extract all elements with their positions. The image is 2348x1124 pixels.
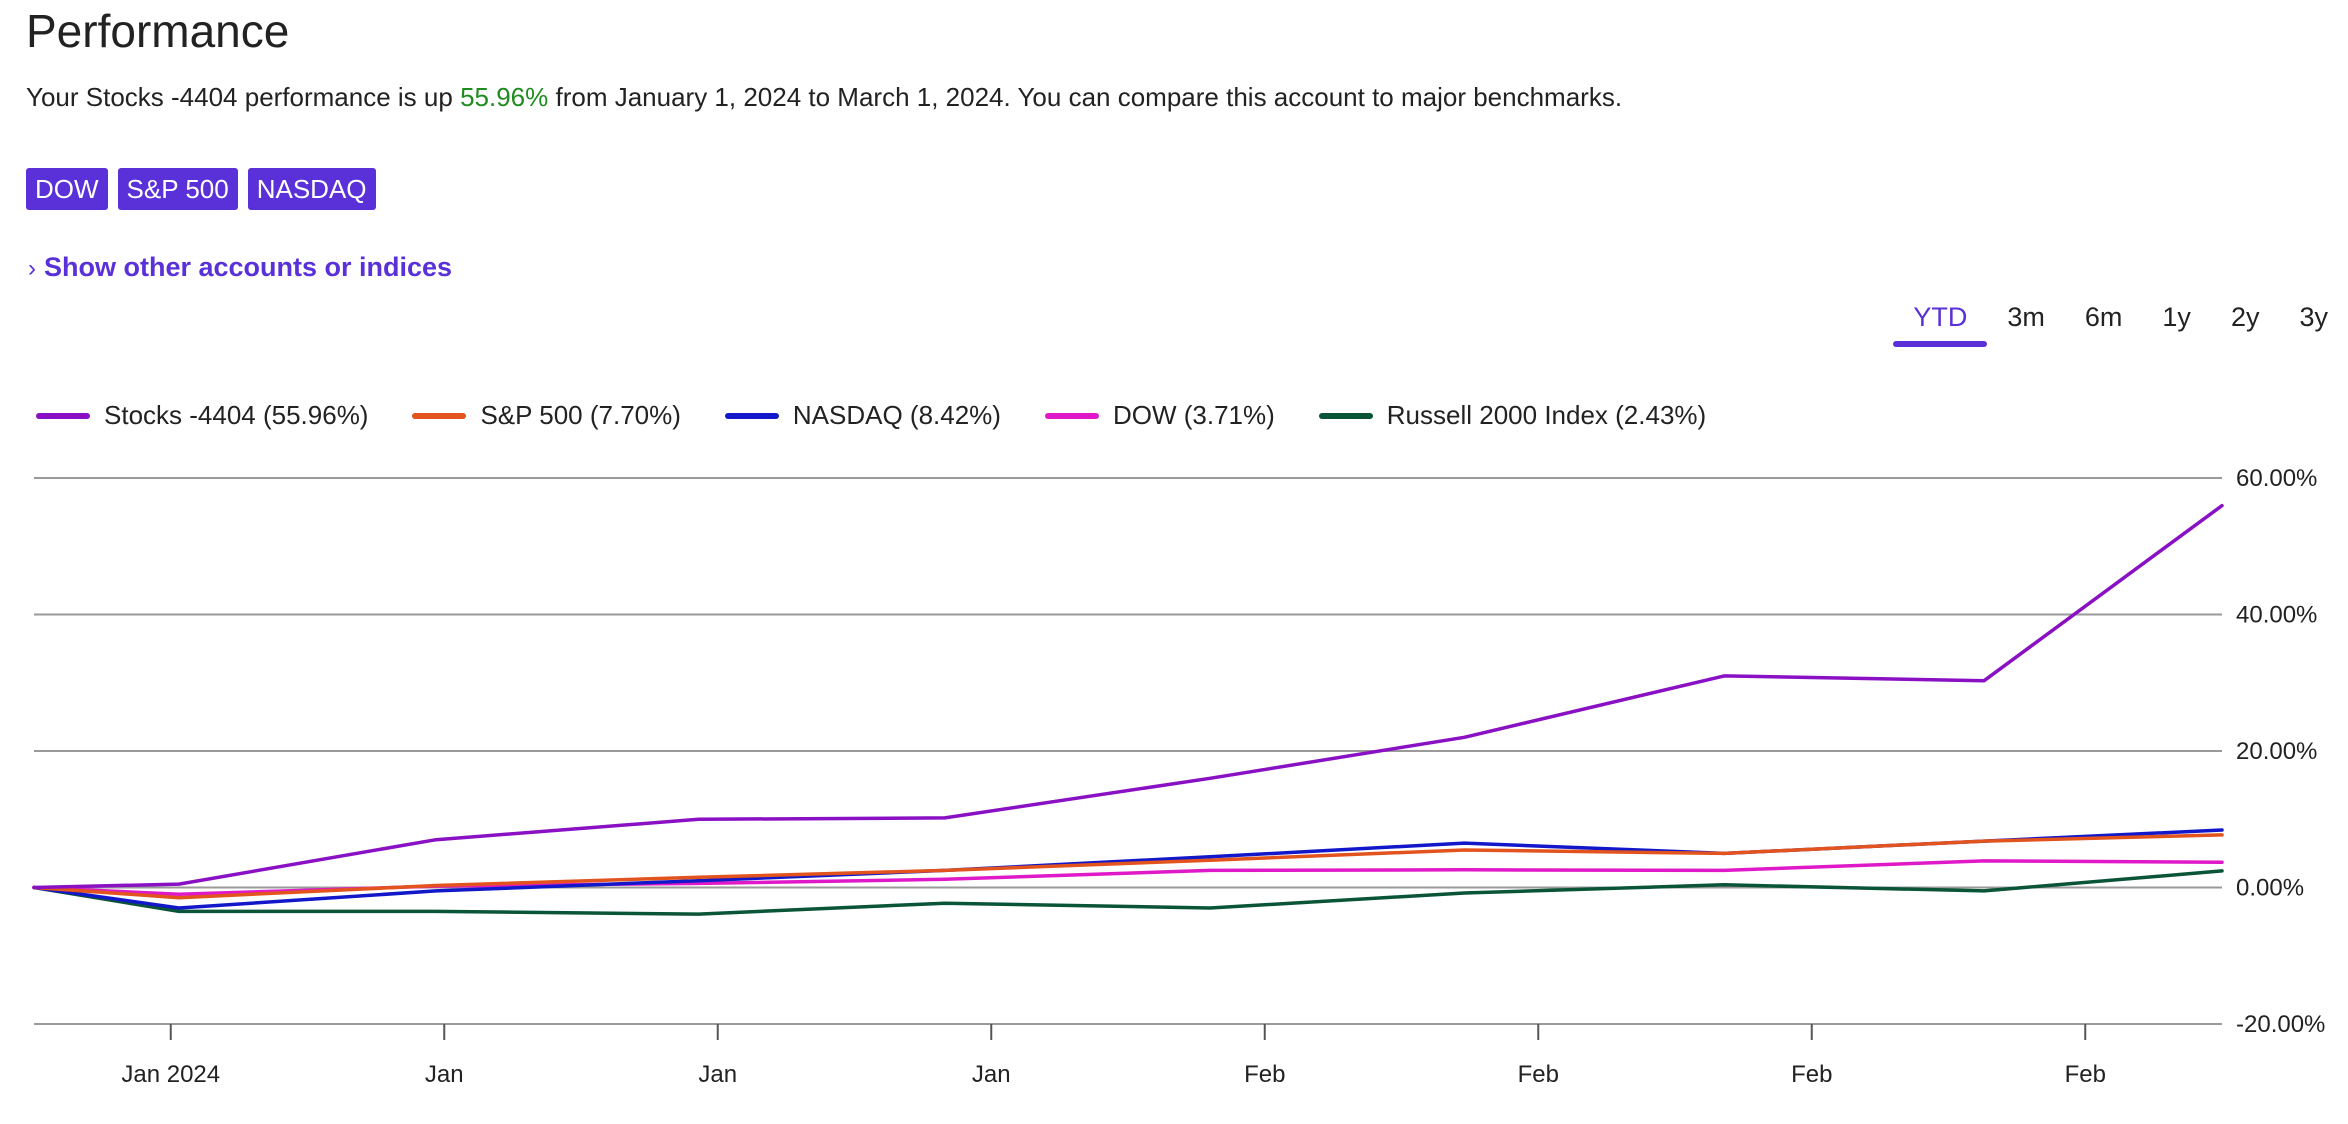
show-other-accounts-link[interactable]: › Show other accounts or indices: [28, 252, 452, 283]
tab-1y[interactable]: 1y: [2162, 302, 2191, 332]
tab-3y[interactable]: 3y: [2299, 302, 2328, 332]
legend-swatch-sp500: [412, 412, 467, 419]
grid-layer: [34, 477, 2222, 1025]
performance-summary: Your Stocks -4404 performance is up 55.9…: [26, 82, 1622, 113]
chart-legend: Stocks -4404 (55.96%) S&P 500 (7.70%) NA…: [36, 400, 1706, 431]
x-tick-label: Feb: [2065, 1061, 2106, 1088]
series-line-s-p-500: [32, 833, 2224, 900]
legend-label-nasdaq: NASDAQ (8.42%): [792, 400, 1001, 430]
chip-nasdaq[interactable]: NASDAQ: [247, 168, 376, 210]
x-tick-label: Jan: [425, 1061, 464, 1088]
legend-item-dow[interactable]: DOW (3.71%): [1044, 400, 1275, 431]
tab-3m[interactable]: 3m: [2007, 302, 2045, 332]
tab-ytd[interactable]: YTD: [1893, 296, 1988, 347]
summary-percent: 55.96%: [460, 82, 549, 112]
time-range-tabs: YTD 3m 6m 1y 2y 3y: [1893, 296, 2348, 347]
x-tick-label: Feb: [1518, 1061, 1559, 1088]
page-title: Performance: [26, 5, 290, 57]
chevron-right-icon: ›: [28, 255, 36, 282]
legend-swatch-russell: [1318, 412, 1373, 419]
show-other-label: Show other accounts or indices: [44, 252, 453, 282]
legend-item-sp500[interactable]: S&P 500 (7.70%): [412, 400, 681, 431]
legend-label-dow: DOW (3.71%): [1112, 400, 1275, 430]
y-tick-label: 40.00%: [2236, 602, 2317, 629]
legend-swatch-dow: [1044, 412, 1099, 419]
x-tick-label: Feb: [1244, 1061, 1285, 1088]
axis-layer: 60.00% 40.00% 20.00% 0.00% -20.00% Jan 2024 Ja…: [121, 465, 2325, 1088]
series-layer: [32, 503, 2224, 916]
chip-dow[interactable]: DOW: [26, 168, 108, 210]
legend-item-russell[interactable]: Russell 2000 Index (2.43%): [1318, 400, 1707, 431]
tab-2y[interactable]: 2y: [2230, 302, 2260, 332]
y-tick-label: 20.00%: [2236, 738, 2317, 765]
x-tick-label: Jan: [698, 1061, 737, 1088]
summary-text-start: Your Stocks -4404 performance is up: [26, 82, 461, 112]
legend-label-russell: Russell 2000 Index (2.43%): [1386, 400, 1707, 430]
legend-swatch-nasdaq: [724, 412, 779, 419]
x-tick-label: Jan: [972, 1061, 1011, 1088]
legend-swatch-stocks: [36, 412, 90, 419]
x-tick-label: Feb: [1791, 1061, 1832, 1088]
tab-6m[interactable]: 6m: [2084, 302, 2123, 332]
series-line-nasdaq: [32, 828, 2224, 910]
benchmark-chips: DOW S&P 500 NASDAQ: [26, 168, 376, 210]
chip-sp500[interactable]: S&P 500: [117, 168, 238, 210]
legend-label-stocks: Stocks -4404 (55.96%): [104, 400, 369, 430]
legend-item-nasdaq[interactable]: NASDAQ (8.42%): [724, 400, 1001, 431]
legend-item-stocks[interactable]: Stocks -4404 (55.96%): [36, 400, 368, 431]
y-tick-label: 0.00%: [2236, 875, 2304, 902]
series-line-russell-2000-index: [32, 869, 2224, 916]
summary-text-end: from January 1, 2024 to March 1, 2024. Y…: [548, 82, 1623, 112]
y-tick-label: 60.00%: [2236, 465, 2317, 492]
x-tick-label: Jan 2024: [121, 1061, 220, 1088]
legend-label-sp500: S&P 500 (7.70%): [480, 400, 681, 430]
series-line-stocks-4404: [32, 503, 2224, 890]
y-tick-label: -20.00%: [2236, 1011, 2325, 1038]
